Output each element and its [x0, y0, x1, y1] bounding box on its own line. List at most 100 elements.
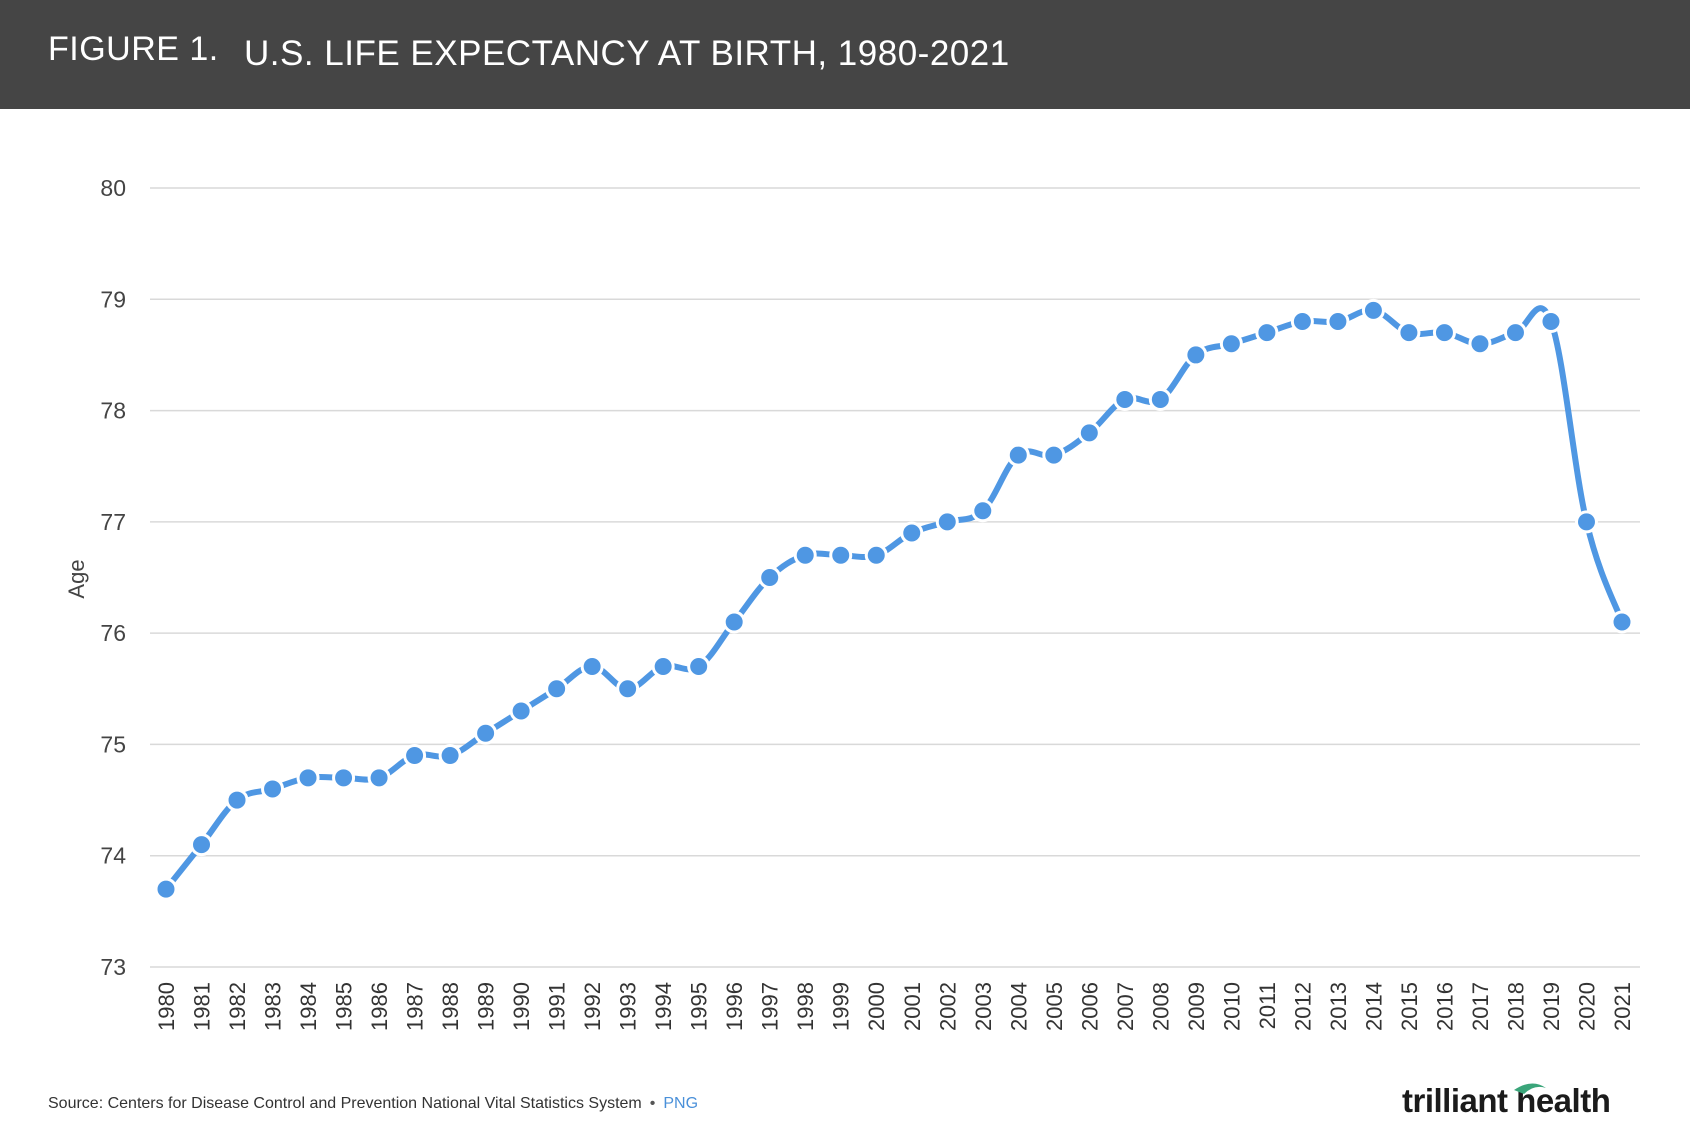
figure-header: FIGURE 1. U.S. LIFE EXPECTANCY AT BIRTH,… — [0, 0, 1690, 109]
data-point-2018 — [1503, 321, 1527, 345]
data-point-2020 — [1574, 510, 1598, 534]
x-tick-label: 2013 — [1326, 982, 1351, 1031]
y-tick-label: 77 — [100, 509, 126, 535]
x-tick-label: 2005 — [1042, 982, 1067, 1031]
x-tick-label: 1985 — [332, 982, 357, 1031]
data-point-2011 — [1255, 321, 1279, 345]
x-tick-label: 1991 — [545, 982, 570, 1031]
x-tick-label: 1983 — [261, 982, 286, 1031]
y-tick-label: 73 — [100, 954, 126, 980]
figure-label: FIGURE 1. — [48, 30, 219, 68]
data-point-1999 — [829, 543, 853, 567]
data-point-2017 — [1468, 332, 1492, 356]
y-tick-label: 75 — [100, 731, 126, 757]
x-tick-label: 1980 — [154, 982, 179, 1031]
data-point-2007 — [1113, 387, 1137, 411]
x-tick-label: 2012 — [1290, 982, 1315, 1031]
data-point-2019 — [1539, 310, 1563, 334]
x-tick-label: 2000 — [864, 982, 889, 1031]
x-tick-label: 2002 — [935, 982, 960, 1031]
data-point-1997 — [758, 566, 782, 589]
y-tick-label: 74 — [100, 843, 126, 869]
data-points — [154, 298, 1634, 901]
data-point-2003 — [971, 499, 995, 523]
x-tick-label: 1990 — [509, 982, 534, 1031]
x-tick-label: 2018 — [1503, 982, 1528, 1031]
x-tick-label: 1997 — [758, 982, 783, 1031]
y-axis-label: Age — [64, 559, 89, 598]
data-point-1998 — [793, 543, 817, 567]
source-text: Source: Centers for Disease Control and … — [48, 1095, 642, 1112]
x-tick-label: 1993 — [616, 982, 641, 1031]
x-tick-label: 1986 — [367, 982, 392, 1031]
data-point-2000 — [864, 543, 888, 567]
x-tick-label: 1994 — [651, 982, 676, 1031]
x-tick-label: 2010 — [1219, 982, 1244, 1031]
x-tick-label: 2007 — [1113, 982, 1138, 1031]
data-point-1980 — [154, 877, 178, 901]
data-point-1987 — [403, 744, 427, 768]
data-point-1986 — [367, 766, 391, 790]
y-tick-label: 79 — [100, 286, 126, 312]
data-point-1991 — [545, 677, 569, 701]
x-tick-label: 1996 — [722, 982, 747, 1031]
data-point-1985 — [332, 766, 356, 790]
y-tick-label: 78 — [100, 398, 126, 424]
x-tick-label: 2006 — [1077, 982, 1102, 1031]
data-point-2013 — [1326, 310, 1350, 334]
source-note: Source: Centers for Disease Control and … — [48, 1095, 698, 1113]
x-tick-label: 2020 — [1574, 982, 1599, 1031]
figure-title: U.S. LIFE EXPECTANCY AT BIRTH, 1980-2021 — [244, 34, 1010, 73]
data-point-1995 — [687, 655, 711, 679]
x-tick-label: 2015 — [1397, 982, 1422, 1031]
data-point-2001 — [900, 521, 924, 545]
x-tick-label: 1984 — [296, 982, 321, 1031]
x-tick-label: 2019 — [1539, 982, 1564, 1031]
x-tick-label: 1987 — [403, 982, 428, 1031]
x-tick-label: 1981 — [190, 982, 215, 1031]
x-tick-label: 2016 — [1432, 982, 1457, 1031]
data-point-2006 — [1077, 421, 1101, 445]
data-point-2005 — [1042, 443, 1066, 467]
trilliant-health-logo: trilliant health — [1402, 1082, 1611, 1119]
x-tick-label: 2001 — [900, 982, 925, 1031]
x-tick-label: 2014 — [1361, 982, 1386, 1031]
data-point-1981 — [190, 833, 214, 857]
data-point-1996 — [722, 610, 746, 634]
data-point-1990 — [509, 699, 533, 723]
x-tick-label: 2003 — [971, 982, 996, 1031]
data-point-1982 — [225, 788, 249, 812]
data-point-2014 — [1361, 298, 1385, 322]
data-point-1989 — [474, 721, 498, 745]
data-point-2012 — [1290, 310, 1314, 334]
data-point-1984 — [296, 766, 320, 790]
png-link[interactable]: PNG — [663, 1095, 699, 1112]
logo-swoosh-icon — [1514, 1083, 1546, 1094]
series-line — [163, 305, 1625, 893]
x-tick-label: 1988 — [438, 982, 463, 1031]
x-tick-label: 1995 — [687, 982, 712, 1031]
x-tick-label: 1999 — [829, 982, 854, 1031]
data-point-1992 — [580, 655, 604, 679]
x-tick-label: 2011 — [1255, 982, 1280, 1029]
x-tick-label: 1989 — [474, 982, 499, 1031]
x-tick-label: 1998 — [793, 982, 818, 1031]
data-point-2008 — [1148, 387, 1172, 411]
x-tick-label: 1982 — [225, 982, 250, 1031]
data-point-1993 — [616, 677, 640, 701]
x-tick-label: 2017 — [1468, 982, 1493, 1031]
x-tick-label: 2004 — [1006, 982, 1031, 1031]
separator-dot: • — [649, 1095, 656, 1112]
y-axis-ticks: 73 74 75 76 77 78 79 80 — [100, 175, 126, 980]
x-tick-label: 1992 — [580, 982, 605, 1031]
data-point-1988 — [438, 744, 462, 768]
data-point-2009 — [1184, 343, 1208, 367]
data-point-1994 — [651, 655, 675, 679]
data-point-2015 — [1397, 321, 1421, 345]
data-point-2004 — [1006, 443, 1030, 467]
data-point-2002 — [935, 510, 959, 534]
x-tick-label: 2009 — [1184, 982, 1209, 1031]
data-point-2016 — [1432, 321, 1456, 345]
x-tick-label: 2008 — [1148, 982, 1173, 1031]
